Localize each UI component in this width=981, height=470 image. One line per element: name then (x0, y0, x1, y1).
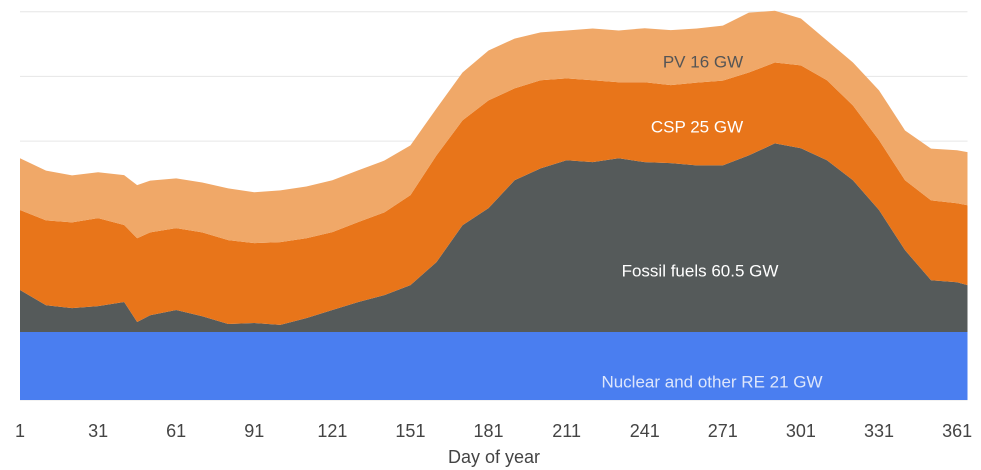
series-label: PV 16 GW (663, 52, 743, 71)
x-tick-label: 361 (942, 421, 972, 441)
x-tick-label: 241 (630, 421, 660, 441)
x-tick-label: 331 (864, 421, 894, 441)
x-tick-label: 301 (786, 421, 816, 441)
x-tick-label: 181 (474, 421, 504, 441)
x-tick-label: 31 (88, 421, 108, 441)
x-tick-label: 61 (166, 421, 186, 441)
x-tick-label: 91 (244, 421, 264, 441)
area (20, 332, 968, 400)
x-tick-label: 1 (15, 421, 25, 441)
area (20, 62, 968, 325)
labels: Nuclear and other RE 21 GW Fossil fuels 6… (601, 52, 822, 391)
series-label: CSP 25 GW (651, 117, 743, 136)
area (20, 10, 968, 244)
x-tick-label: 211 (552, 421, 581, 441)
x-axis-label: Day of year (448, 447, 540, 467)
x-tick-label: 121 (317, 421, 347, 441)
x-tick-label: 151 (395, 421, 425, 441)
area (20, 143, 968, 333)
series-label: Nuclear and other RE 21 GW (601, 372, 822, 391)
x-tick-label: 271 (708, 421, 738, 441)
series-label: Fossil fuels 60.5 GW (622, 261, 779, 280)
areas (20, 10, 968, 400)
